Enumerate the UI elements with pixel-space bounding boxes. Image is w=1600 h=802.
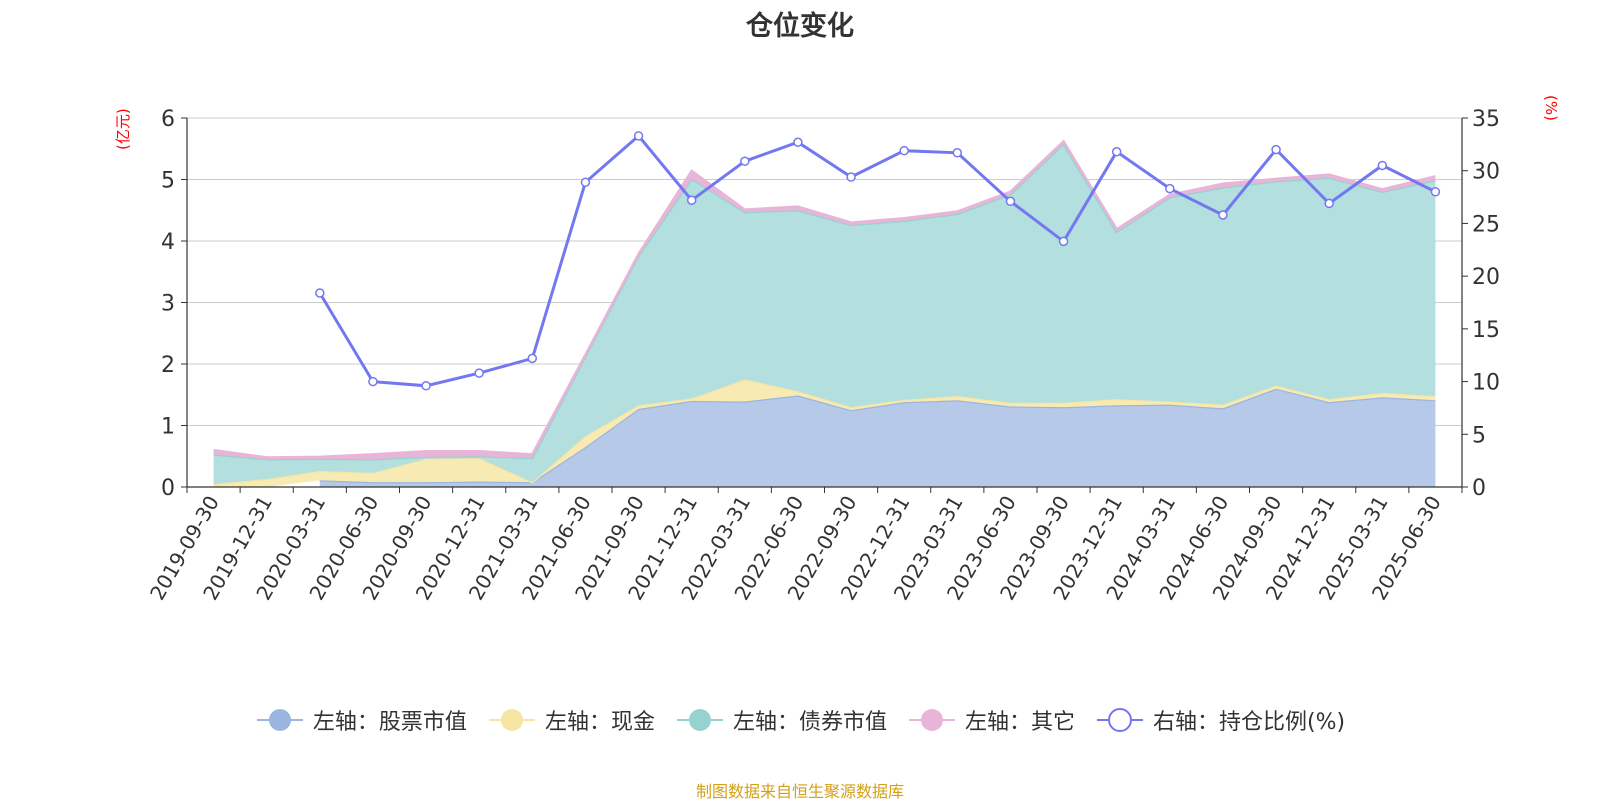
legend-marker-icon (256, 709, 303, 731)
legend-marker-icon (676, 709, 723, 731)
area-左轴：债券市值 (213, 143, 1436, 484)
legend-item[interactable]: 左轴：其它 (907, 704, 1075, 736)
ratio-point (1324, 198, 1334, 209)
ratio-point (1058, 236, 1069, 247)
legend-marker-icon (488, 709, 535, 731)
stacked-areas (213, 139, 1436, 487)
y-axis-right-name: (%) (1542, 95, 1560, 121)
legend-marker-icon (1096, 708, 1143, 732)
y-right-tick-label: 15 (1472, 318, 1500, 343)
ratio-point (1005, 196, 1016, 207)
y-right-tick-label: 20 (1472, 265, 1500, 290)
area-edge-左轴：其它 (213, 139, 1436, 459)
legend-item[interactable]: 左轴：债券市值 (675, 704, 887, 736)
legend-item[interactable]: 左轴：现金 (487, 704, 655, 736)
ratio-point (1377, 160, 1388, 171)
ratio-point (315, 288, 325, 298)
ratio-point (633, 131, 644, 141)
y-right-tick-label: 10 (1472, 371, 1500, 396)
data-source-note: 制图数据来自恒生聚源数据库 (695, 782, 904, 801)
ratio-point (527, 353, 538, 364)
y-left-tick-label: 0 (161, 476, 175, 501)
ratio-point (899, 145, 909, 156)
ratio-line-path (318, 133, 1437, 388)
y-left-tick-label: 3 (161, 292, 175, 317)
legend: 左轴：股票市值 左轴：现金 左轴：债券市值 左轴：其它 右轴：持仓比例(%) (0, 704, 1600, 736)
y-right-tick-label: 0 (1472, 476, 1486, 501)
y-right-tick-label: 5 (1472, 423, 1486, 448)
y-right-tick-label: 35 (1472, 107, 1500, 132)
ratio-point (421, 381, 431, 391)
legend-label: 右轴：持仓比例(%) (1152, 710, 1346, 735)
ratio-point (580, 177, 591, 188)
y-left-tick-label: 6 (161, 107, 175, 132)
ratio-point (1430, 187, 1441, 197)
axes (181, 117, 1468, 493)
ratio-point (1218, 210, 1228, 220)
y-left-tick-label: 5 (161, 169, 175, 194)
y-left-tick-label: 1 (161, 415, 175, 440)
legend-label: 左轴：现金 (544, 710, 655, 735)
ratio-point (474, 368, 484, 378)
ratio-point (793, 137, 803, 147)
ratio-point (1271, 144, 1281, 155)
ratio-point (952, 148, 963, 158)
ratio-point (846, 172, 856, 182)
legend-label: 左轴：债券市值 (732, 710, 887, 735)
ratio-point (368, 376, 378, 387)
legend-label: 左轴：其它 (964, 710, 1075, 735)
area-左轴：现金 (213, 379, 1436, 487)
ratio-point (1165, 183, 1175, 194)
legend-item[interactable]: 右轴：持仓比例(%) (1095, 704, 1345, 736)
ratio-point (740, 156, 750, 166)
y-right-tick-label: 25 (1472, 212, 1500, 237)
y-left-tick-label: 2 (161, 353, 175, 378)
legend-label: 左轴：股票市值 (312, 710, 467, 735)
y-axis-left-name: (亿元) (114, 108, 132, 150)
y-left-tick-label: 4 (161, 230, 175, 255)
y-right-tick-label: 30 (1472, 160, 1500, 185)
ratio-point (686, 195, 697, 205)
legend-item[interactable]: 左轴：股票市值 (255, 704, 467, 736)
legend-marker-icon (908, 709, 955, 731)
area-左轴：股票市值 (319, 388, 1436, 487)
ratio-line (315, 131, 1441, 391)
chart-title: 仓位变化 (746, 11, 854, 42)
ratio-point (1111, 146, 1122, 157)
